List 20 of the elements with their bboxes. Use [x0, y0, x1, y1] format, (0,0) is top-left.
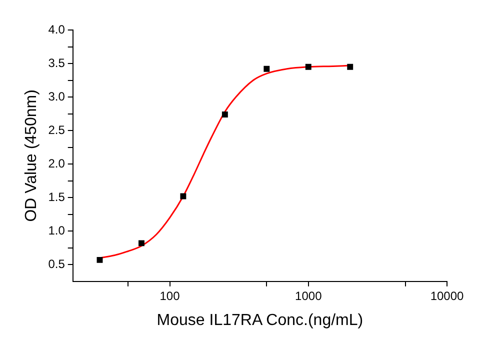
point: [347, 64, 354, 70]
y-tick-label: 2.0: [48, 156, 66, 170]
y-tick-label: 2.5: [48, 122, 66, 137]
x-tick-label: 100: [160, 288, 180, 303]
x-tick-label: 10000: [430, 288, 464, 303]
point: [96, 256, 103, 263]
x-tick-label: 1000: [295, 288, 322, 303]
point: [222, 111, 228, 118]
y-tick-label: 3.5: [48, 56, 66, 70]
y-tick-label: 1.5: [48, 190, 66, 204]
point: [138, 240, 144, 246]
point: [305, 64, 312, 70]
point: [264, 66, 270, 72]
y-tick-label: 0.5: [48, 256, 66, 271]
y-tick-label: 4.0: [48, 22, 66, 36]
y-axis-title: OD Value (450nm): [23, 90, 40, 222]
y-tick-label: 1.0: [48, 223, 66, 238]
y-tick-label: 3.0: [48, 89, 66, 104]
x-axis-title: Mouse IL17RA Conc.(ng/mL): [156, 312, 364, 329]
point: [180, 193, 186, 200]
